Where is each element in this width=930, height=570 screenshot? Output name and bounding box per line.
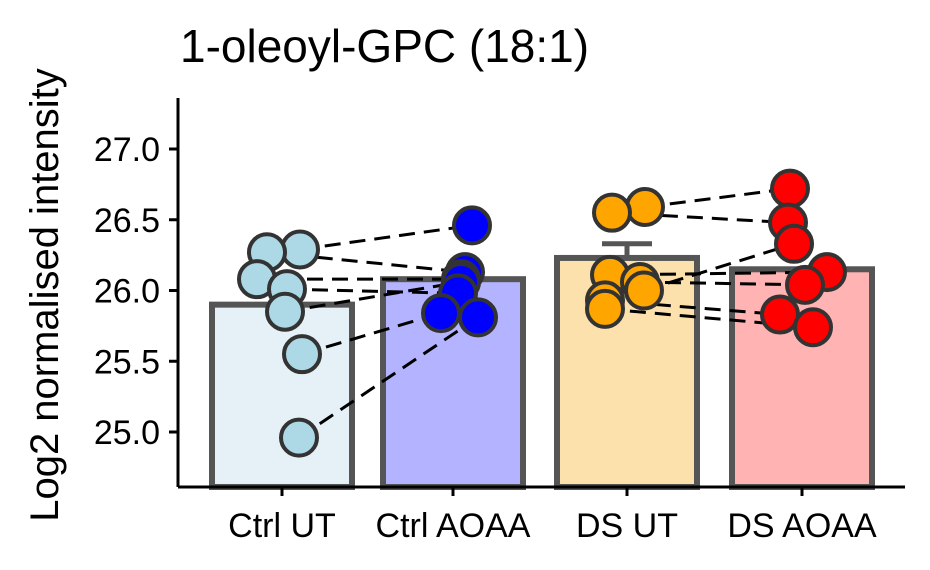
data-point [592,192,632,233]
data-point [265,291,305,332]
y-tick-label: 27.0 [94,131,160,169]
y-tick-label: 25.0 [94,414,160,452]
pair-line [286,287,459,295]
pair-line [643,242,795,292]
x-tick-label: Ctrl UT [228,507,336,545]
x-axis: Ctrl UT Ctrl AOAA DS UT DS AOAA [178,485,905,545]
pair-line [284,280,462,314]
x-tick-label: Ctrl AOAA [376,507,531,545]
chart-title: 1-oleoyl-GPC (18:1) [180,20,589,72]
data-point [785,264,825,305]
data-points [237,168,847,458]
pair-line [644,187,791,209]
data-point [280,229,320,270]
x-tick-label: DS UT [576,507,678,545]
data-point [585,288,625,329]
y-tick-label: 25.5 [94,343,160,381]
data-point [625,187,665,228]
data-point [421,293,461,334]
data-point [452,205,492,246]
pair-line [604,307,814,329]
bar-ctrl-ut [209,301,355,490]
y-tick-label: 26.5 [94,202,160,240]
pair-line [299,223,473,251]
data-point [279,417,319,458]
data-point [793,307,833,348]
y-axis: 25.0 25.5 26.0 26.5 27.0 [94,98,180,487]
bars [209,241,875,490]
pair-line [639,280,806,287]
data-point [760,294,800,335]
data-point [458,297,498,338]
pair-line [298,316,479,439]
x-tick-label: DS AOAA [727,507,877,545]
data-point [282,334,322,375]
data-point [624,270,664,311]
y-tick-label: 26.0 [94,273,160,311]
data-point [770,168,810,209]
data-point [774,223,814,264]
y-axis-label: Log2 normalised intensity [23,68,67,522]
